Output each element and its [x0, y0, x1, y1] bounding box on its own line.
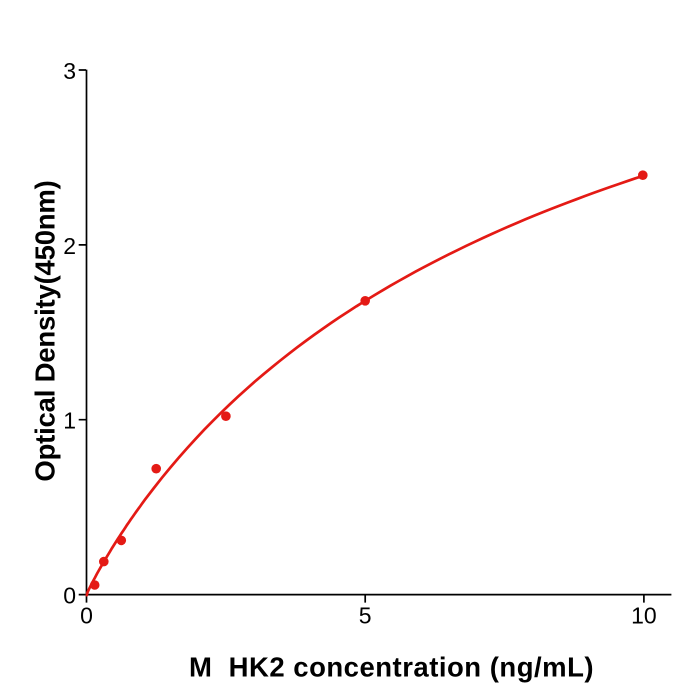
svg-text:M HK2 concentration (ng/mL): M HK2 concentration (ng/mL): [189, 652, 594, 683]
svg-text:1: 1: [63, 408, 76, 434]
svg-text:5: 5: [359, 602, 372, 628]
svg-text:10: 10: [631, 602, 657, 628]
svg-text:2: 2: [63, 233, 76, 259]
svg-text:Optical Density(450nm): Optical Density(450nm): [30, 180, 61, 481]
svg-text:0: 0: [63, 583, 76, 609]
svg-text:3: 3: [63, 58, 76, 84]
svg-text:0: 0: [80, 602, 93, 628]
